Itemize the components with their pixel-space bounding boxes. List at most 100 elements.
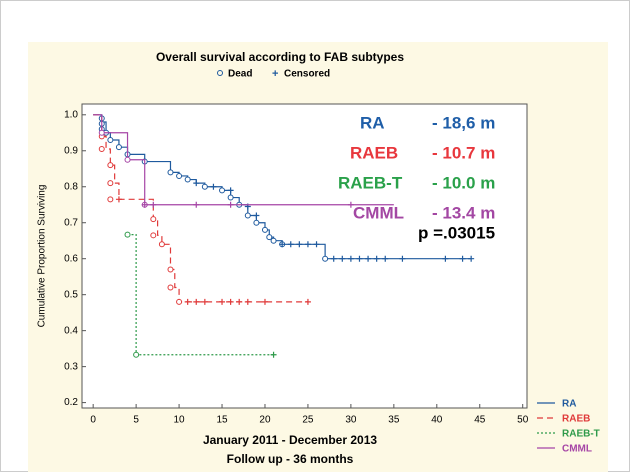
dead-marker xyxy=(124,156,131,163)
censored-marker xyxy=(287,241,294,248)
dead-marker xyxy=(107,180,114,187)
censored-marker xyxy=(279,241,286,248)
censored-marker xyxy=(347,255,354,262)
legend-label: RA xyxy=(562,399,576,410)
dead-marker xyxy=(261,226,268,233)
dead-marker xyxy=(98,145,105,152)
y-tick-label: 0.7 xyxy=(64,217,78,228)
censored-marker xyxy=(459,255,466,262)
censored-marker xyxy=(339,255,346,262)
dead-marker xyxy=(270,237,277,244)
y-tick-label: 0.2 xyxy=(64,397,78,408)
x-tick-label: 15 xyxy=(216,415,228,426)
dead-marker xyxy=(107,162,114,169)
censored-marker xyxy=(227,201,234,208)
y-tick-label: 0.9 xyxy=(64,145,78,156)
x-tick-label: 45 xyxy=(474,415,486,426)
annotation-value: - 10.0 m xyxy=(432,173,495,192)
x-label: Follow up - 36 months xyxy=(227,452,354,466)
censored-marker xyxy=(236,298,243,305)
censored-marker xyxy=(184,298,191,305)
censored-marker xyxy=(304,241,311,248)
censored-marker xyxy=(468,255,475,262)
legend-censored-icon: + xyxy=(272,68,278,80)
survival-line xyxy=(93,114,308,303)
x-tick-label: 50 xyxy=(517,415,529,426)
censored-marker xyxy=(313,241,320,248)
legend-label: RAEB-T xyxy=(562,429,600,440)
dead-marker xyxy=(150,216,157,223)
dead-marker xyxy=(219,187,226,194)
censored-marker xyxy=(244,298,251,305)
censored-marker xyxy=(261,298,268,305)
legend-censored: Censored xyxy=(284,69,330,80)
annotation-value: - 13.4 m xyxy=(432,203,495,222)
dead-marker xyxy=(253,219,260,226)
dead-marker xyxy=(107,196,114,203)
censored-marker xyxy=(356,255,363,262)
dead-marker xyxy=(227,194,234,201)
dead-marker xyxy=(98,129,105,136)
dead-marker xyxy=(322,255,329,262)
annotation-label: RA xyxy=(360,113,385,132)
dead-marker xyxy=(244,212,251,219)
annotation-label: RAEB xyxy=(350,143,398,162)
x-tick-label: 20 xyxy=(259,415,271,426)
censored-marker xyxy=(115,196,122,203)
dead-marker xyxy=(176,172,183,179)
y-label: Cumulative Proportion Surviving xyxy=(37,185,48,328)
dead-marker xyxy=(158,241,165,248)
censored-marker xyxy=(270,351,277,358)
annotation-value: - 18,6 m xyxy=(432,113,495,132)
censored-marker xyxy=(382,255,389,262)
annotation-value: - 10.7 m xyxy=(432,143,495,162)
censored-marker xyxy=(210,183,217,190)
y-tick-label: 0.4 xyxy=(64,325,78,336)
censored-marker xyxy=(304,298,311,305)
dead-marker xyxy=(133,351,140,358)
legend-label: RAEB xyxy=(562,414,590,425)
x-tick-label: 0 xyxy=(90,415,96,426)
censored-marker xyxy=(201,298,208,305)
y-tick-label: 0.5 xyxy=(64,289,78,300)
censored-marker xyxy=(227,187,234,194)
censored-marker xyxy=(442,255,449,262)
x-tick-label: 5 xyxy=(133,415,139,426)
censored-marker xyxy=(296,241,303,248)
chart-title: Overall survival according to FAB subtyp… xyxy=(156,50,404,64)
censored-marker xyxy=(330,255,337,262)
x-tick-label: 25 xyxy=(302,415,314,426)
survival-line xyxy=(93,114,394,206)
censored-marker xyxy=(193,201,200,208)
x-tick-label: 35 xyxy=(388,415,400,426)
censored-marker xyxy=(347,201,354,208)
x-label: January 2011 - December 2013 xyxy=(203,433,377,447)
censored-marker xyxy=(150,201,157,208)
dead-marker xyxy=(107,136,114,143)
dead-marker xyxy=(124,231,131,238)
dead-marker xyxy=(167,266,174,273)
y-tick-label: 1.0 xyxy=(64,109,78,120)
censored-marker xyxy=(373,255,380,262)
dead-marker xyxy=(201,183,208,190)
y-tick-label: 0.6 xyxy=(64,253,78,264)
y-tick-label: 0.8 xyxy=(64,181,78,192)
censored-marker xyxy=(193,298,200,305)
censored-marker xyxy=(227,298,234,305)
dead-marker xyxy=(266,234,273,241)
censored-marker xyxy=(219,298,226,305)
censored-marker xyxy=(141,201,148,208)
censored-marker xyxy=(399,255,406,262)
dead-marker xyxy=(115,144,122,151)
y-tick-label: 0.3 xyxy=(64,361,78,372)
plot-area xyxy=(81,103,528,409)
legend-label: CMML xyxy=(562,444,592,455)
censored-marker xyxy=(193,180,200,187)
x-tick-label: 10 xyxy=(174,415,186,426)
x-tick-label: 40 xyxy=(431,415,443,426)
x-tick-label: 30 xyxy=(345,415,357,426)
annotation-label: RAEB-T xyxy=(338,173,403,192)
dead-marker xyxy=(150,232,157,239)
p-value: p =.03015 xyxy=(418,223,495,242)
